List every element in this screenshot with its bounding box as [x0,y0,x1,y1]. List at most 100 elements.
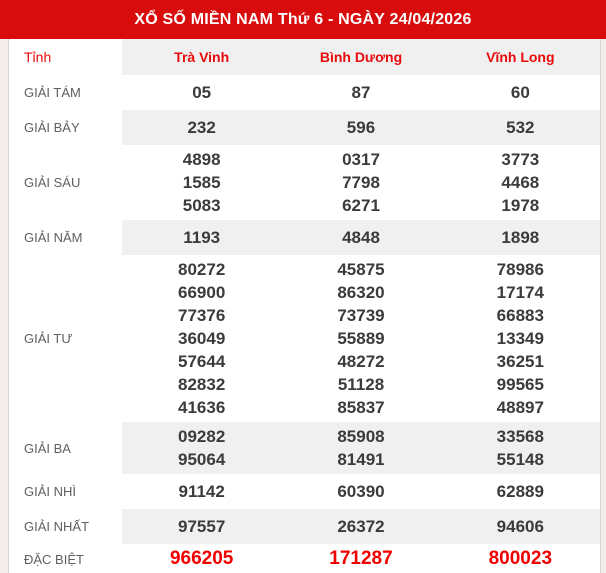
prize-values-vinh-long: 33568 55148 [441,425,600,471]
prize-number: 99565 [496,375,544,394]
prize-number: 7798 [342,173,380,192]
prize-number: 1193 [183,228,221,247]
prize-values-binh-duong: 60390 [281,474,440,509]
prize-row-giai-nhat: GIẢI NHẤT 97557 26372 94606 [9,509,600,544]
prize-values-binh-duong: 171287 [281,544,440,573]
column-header-vinh-long: Vĩnh Long [486,49,555,65]
prize-values-binh-duong: 85908 81491 [281,425,440,471]
prize-values-vinh-long: 60 [441,75,600,110]
prize-row-giai-bay: GIẢI BẢY 232 596 532 [9,110,600,145]
prize-number: 09282 [178,427,226,446]
results-table: Tỉnh Trà Vinh Bình Dương Vĩnh Long GIẢI … [8,39,601,573]
prize-values-binh-duong: 87 [281,75,440,110]
prize-number: 800023 [488,548,553,569]
prize-values-tra-vinh: 1193 [122,220,281,255]
title-banner: XỔ SỐ MIỀN NAM Thứ 6 - NGÀY 24/04/2026 [0,0,606,39]
prize-values: 232 596 532 [122,110,600,145]
prize-number: 966205 [169,548,234,569]
prize-number: 86320 [337,283,385,302]
page-title: XỔ SỐ MIỀN NAM Thứ 6 - NGÀY 24/04/2026 [134,10,472,28]
prize-values-vinh-long: 1898 [441,220,600,255]
prize-number: 05 [192,83,212,102]
prize-values-tra-vinh: 966205 [122,544,281,573]
column-header-tinh: Tỉnh [9,39,122,75]
prize-number: 4898 [182,150,221,169]
prize-number: 85908 [337,427,385,446]
prize-number: 81491 [337,450,385,469]
prize-values-vinh-long: 800023 [441,544,600,573]
prize-number: 1898 [501,228,540,247]
column-header-tra-vinh: Trà Vinh [174,49,230,65]
prize-values-tra-vinh: 80272 66900 77376 36049 57644 82832 41636 [122,258,281,419]
prize-row-giai-tam: GIẢI TÁM 05 87 60 [9,75,600,110]
prize-number: 55889 [337,329,385,348]
prize-values: 80272 66900 77376 36049 57644 82832 41636 45875… [122,255,600,422]
prize-label: GIẢI NHÌ [9,474,122,509]
prize-rows-container: GIẢI TÁM 05 87 60 GIẢI BẢY 232 596 532 GIẢI SÁU 4… [9,75,600,573]
prize-number: 36049 [178,329,226,348]
column-header-binh-duong: Bình Dương [319,49,403,65]
prize-number: 57644 [178,352,226,371]
prize-number: 66883 [496,306,544,325]
prize-number: 232 [187,118,216,137]
prize-number: 33568 [496,427,544,446]
table-header-row: Tỉnh Trà Vinh Bình Dương Vĩnh Long [9,39,600,75]
prize-label: ĐẶC BIỆT [9,544,122,573]
prize-number: 87 [351,83,371,102]
prize-label: GIẢI BẢY [9,110,122,145]
prize-number: 6271 [342,196,380,215]
prize-number: 82832 [178,375,226,394]
prize-number: 95064 [178,450,226,469]
prize-values: 05 87 60 [122,75,600,110]
prize-row-giai-ba: GIẢI BA 09282 95064 85908 81491 33568 55148 [9,422,600,474]
prize-number: 66900 [178,283,226,302]
prize-values: 966205 171287 800023 [122,544,600,573]
prize-values-tra-vinh: 91142 [122,474,281,509]
prize-row-giai-nam: GIẢI NĂM 1193 4848 1898 [9,220,600,255]
prize-label: GIẢI NHẤT [9,509,122,544]
prize-number: 55148 [496,450,544,469]
prize-number: 60 [510,83,530,102]
prize-number: 13349 [496,329,544,348]
prize-label: GIẢI SÁU [9,145,122,220]
prize-row-giai-nhi: GIẢI NHÌ 91142 60390 62889 [9,474,600,509]
prize-values-binh-duong: 45875 86320 73739 55889 48272 51128 85837 [281,258,440,419]
prize-values-tra-vinh: 05 [122,75,281,110]
prize-number: 94606 [496,517,544,536]
prize-values-binh-duong: 26372 [281,509,440,544]
prize-number: 532 [506,118,535,137]
prize-number: 85837 [337,398,385,417]
prize-values-binh-duong: 4848 [281,220,440,255]
prize-number: 60390 [337,482,385,501]
prize-number: 596 [346,118,376,137]
prize-number: 17174 [496,283,544,302]
prize-number: 0317 [342,150,380,169]
prize-number: 4468 [501,173,540,192]
prize-number: 5083 [182,196,221,215]
prize-number: 1978 [501,196,540,215]
prize-number: 91142 [178,482,225,501]
prize-values: 91142 60390 62889 [122,474,600,509]
prize-number: 26372 [337,517,385,536]
prize-values-vinh-long: 532 [441,110,600,145]
prize-number: 97557 [178,517,226,536]
prize-values-vinh-long: 62889 [441,474,600,509]
prize-number: 1585 [182,173,221,192]
prize-row-giai-sau: GIẢI SÁU 4898 1585 5083 0317 7798 6271 3773 4468… [9,145,600,220]
prize-row-dac-biet: ĐẶC BIỆT 966205 171287 800023 [9,544,600,573]
prize-values-tra-vinh: 97557 [122,509,281,544]
prize-number: 73739 [337,306,385,325]
prize-values-vinh-long: 94606 [441,509,600,544]
prize-label: GIẢI TƯ [9,255,122,422]
prize-number: 36251 [496,352,544,371]
prize-number: 4848 [342,228,380,247]
prize-values: 97557 26372 94606 [122,509,600,544]
prize-number: 51128 [337,375,385,394]
prize-label: GIẢI BA [9,422,122,474]
prize-number: 45875 [337,260,385,279]
prize-values: 1193 4848 1898 [122,220,600,255]
prize-number: 78986 [496,260,544,279]
prize-number: 77376 [178,306,226,325]
prize-number: 80272 [178,260,226,279]
